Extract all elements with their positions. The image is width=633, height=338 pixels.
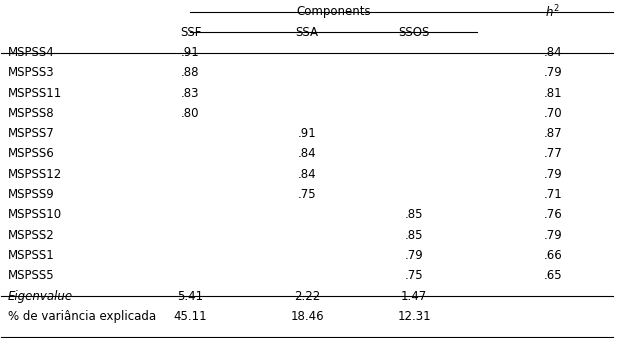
Text: SSOS: SSOS xyxy=(399,26,430,39)
Text: .80: .80 xyxy=(181,107,199,120)
Text: SSF: SSF xyxy=(180,26,201,39)
Text: .70: .70 xyxy=(544,107,562,120)
Text: $h^2$: $h^2$ xyxy=(546,4,560,20)
Text: MSPSS12: MSPSS12 xyxy=(8,168,62,181)
Text: Components: Components xyxy=(296,5,371,19)
Text: 12.31: 12.31 xyxy=(398,310,431,323)
Text: MSPSS10: MSPSS10 xyxy=(8,208,62,221)
Text: .75: .75 xyxy=(405,269,423,282)
Text: .87: .87 xyxy=(544,127,562,140)
Text: MSPSS8: MSPSS8 xyxy=(8,107,54,120)
Text: 1.47: 1.47 xyxy=(401,290,427,303)
Text: 18.46: 18.46 xyxy=(291,310,324,323)
Text: MSPSS9: MSPSS9 xyxy=(8,188,54,201)
Text: MSPSS4: MSPSS4 xyxy=(8,46,54,59)
Text: .79: .79 xyxy=(405,249,423,262)
Text: MSPSS2: MSPSS2 xyxy=(8,228,54,242)
Text: .77: .77 xyxy=(544,147,562,161)
Text: .84: .84 xyxy=(298,147,316,161)
Text: Eigenvalue: Eigenvalue xyxy=(8,290,73,303)
Text: 45.11: 45.11 xyxy=(173,310,207,323)
Text: .79: .79 xyxy=(544,228,562,242)
Text: .75: .75 xyxy=(298,188,316,201)
Text: .84: .84 xyxy=(298,168,316,181)
Text: 5.41: 5.41 xyxy=(177,290,204,303)
Text: .91: .91 xyxy=(181,46,200,59)
Text: SSA: SSA xyxy=(296,26,318,39)
Text: MSPSS7: MSPSS7 xyxy=(8,127,54,140)
Text: 2.22: 2.22 xyxy=(294,290,320,303)
Text: .91: .91 xyxy=(298,127,316,140)
Text: MSPSS11: MSPSS11 xyxy=(8,87,62,100)
Text: .81: .81 xyxy=(544,87,562,100)
Text: .71: .71 xyxy=(544,188,562,201)
Text: MSPSS5: MSPSS5 xyxy=(8,269,54,282)
Text: MSPSS1: MSPSS1 xyxy=(8,249,54,262)
Text: .83: .83 xyxy=(181,87,199,100)
Text: .79: .79 xyxy=(544,168,562,181)
Text: .85: .85 xyxy=(405,208,423,221)
Text: .88: .88 xyxy=(181,66,199,79)
Text: % de variância explicada: % de variância explicada xyxy=(8,310,156,323)
Text: MSPSS6: MSPSS6 xyxy=(8,147,54,161)
Text: .76: .76 xyxy=(544,208,562,221)
Text: .79: .79 xyxy=(544,66,562,79)
Text: .84: .84 xyxy=(544,46,562,59)
Text: .66: .66 xyxy=(544,249,562,262)
Text: .65: .65 xyxy=(544,269,562,282)
Text: MSPSS3: MSPSS3 xyxy=(8,66,54,79)
Text: .85: .85 xyxy=(405,228,423,242)
